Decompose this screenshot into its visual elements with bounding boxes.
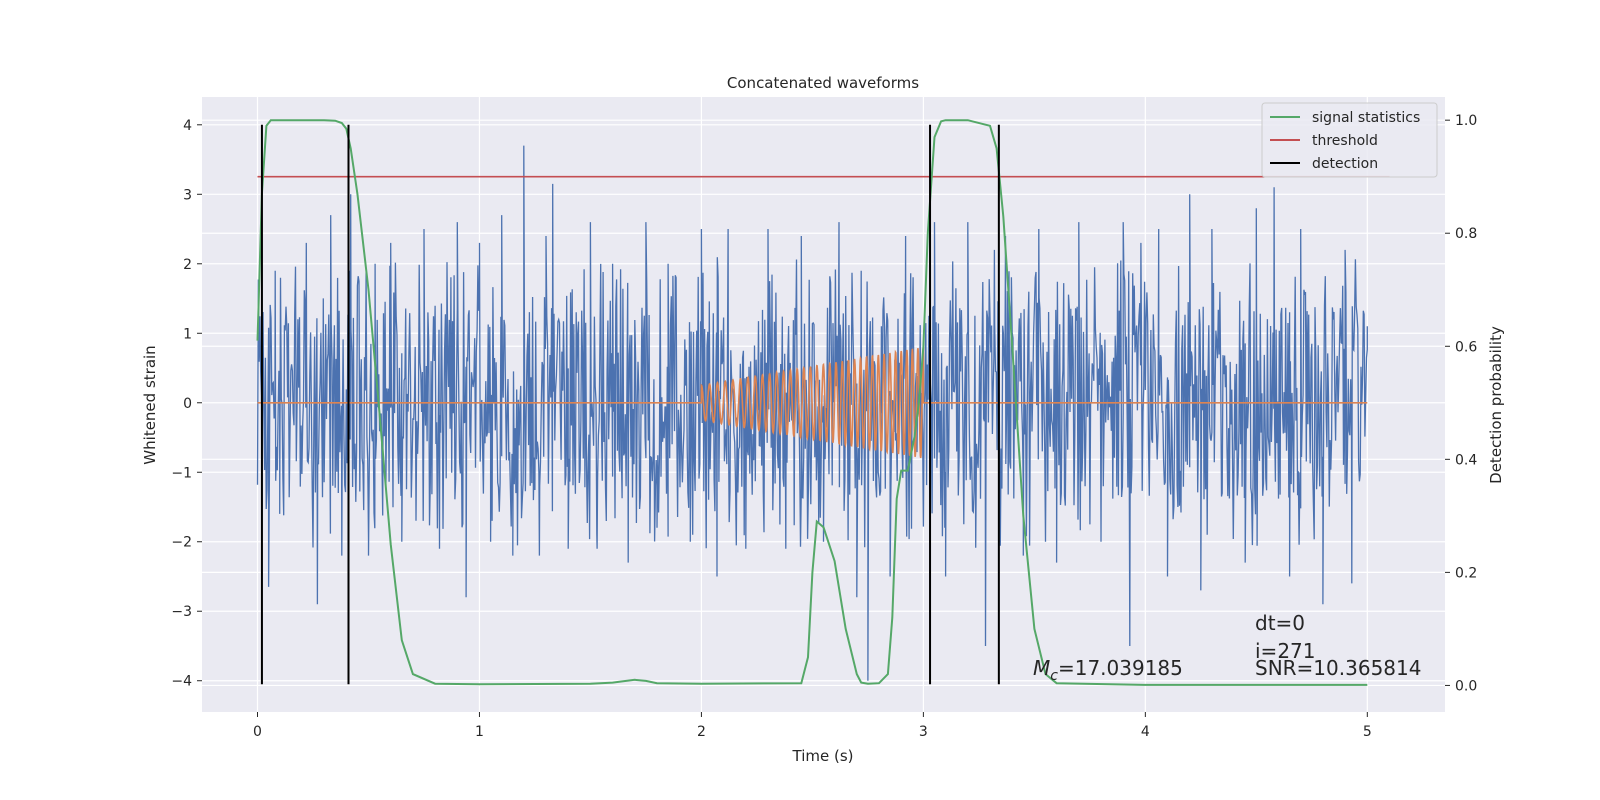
plot-area [202, 97, 1445, 712]
x-tick-label-4: 4 [1141, 724, 1150, 740]
y-tick-label-6: 2 [183, 257, 192, 273]
y2-tick-label-2: 0.4 [1455, 452, 1477, 468]
y2-tick-label-4: 0.8 [1455, 226, 1477, 242]
y-tick-label-1: −3 [171, 604, 192, 620]
legend: signal statistics threshold detection [1261, 102, 1438, 178]
y-tick-label-2: −2 [171, 535, 192, 551]
legend-box [1261, 102, 1438, 178]
x-axis-label: Time (s) [792, 747, 854, 765]
mc-annotation: Mc=17.039185 [1033, 656, 1183, 684]
y-axis-label: Whitened strain [141, 345, 159, 464]
i-annotation: i=271 [1255, 639, 1316, 663]
x-tick-label-2: 2 [697, 724, 706, 740]
y2-tick-label-0: 0.0 [1455, 678, 1477, 694]
legend-label-detection: detection [1312, 156, 1378, 172]
x-tick-label-0: 0 [253, 724, 262, 740]
strain-line [256, 145, 1368, 681]
y2-tick-label-3: 0.6 [1455, 339, 1477, 355]
y-tick-label-8: 4 [183, 118, 192, 134]
chart-title: Concatenated waveforms [727, 74, 919, 92]
y-tick-label-4: 0 [183, 396, 192, 412]
template-line [257, 347, 1368, 459]
snr-annotation: SNR=10.365814 [1255, 656, 1421, 680]
y-tick-label-0: −4 [171, 674, 192, 690]
x-tick-label-5: 5 [1363, 724, 1372, 740]
x-tick-label-1: 1 [475, 724, 484, 740]
y2-tick-label-5: 1.0 [1455, 113, 1477, 129]
y-tick-label-5: 1 [183, 326, 192, 342]
annotations: Mc=17.039185 dt=0 i=271 SNR=10.365814 [1033, 611, 1421, 684]
plot-series [256, 119, 1390, 686]
y2-tick-label-1: 0.2 [1455, 565, 1477, 581]
x-tick-label-3: 3 [919, 724, 928, 740]
legend-label-signal-statistics: signal statistics [1312, 110, 1420, 126]
y-tick-label-7: 3 [183, 187, 192, 203]
y2-axis-label: Detection probability [1487, 326, 1505, 484]
y-tick-label-3: −1 [171, 465, 192, 481]
dt-annotation: dt=0 [1255, 611, 1305, 635]
legend-label-threshold: threshold [1312, 133, 1378, 149]
ticks: 0 1 2 3 4 5 −4 −3 −2 −1 0 1 2 3 4 0.0 0.2 0.4 0.6 0.8 1.0 [171, 113, 1477, 740]
